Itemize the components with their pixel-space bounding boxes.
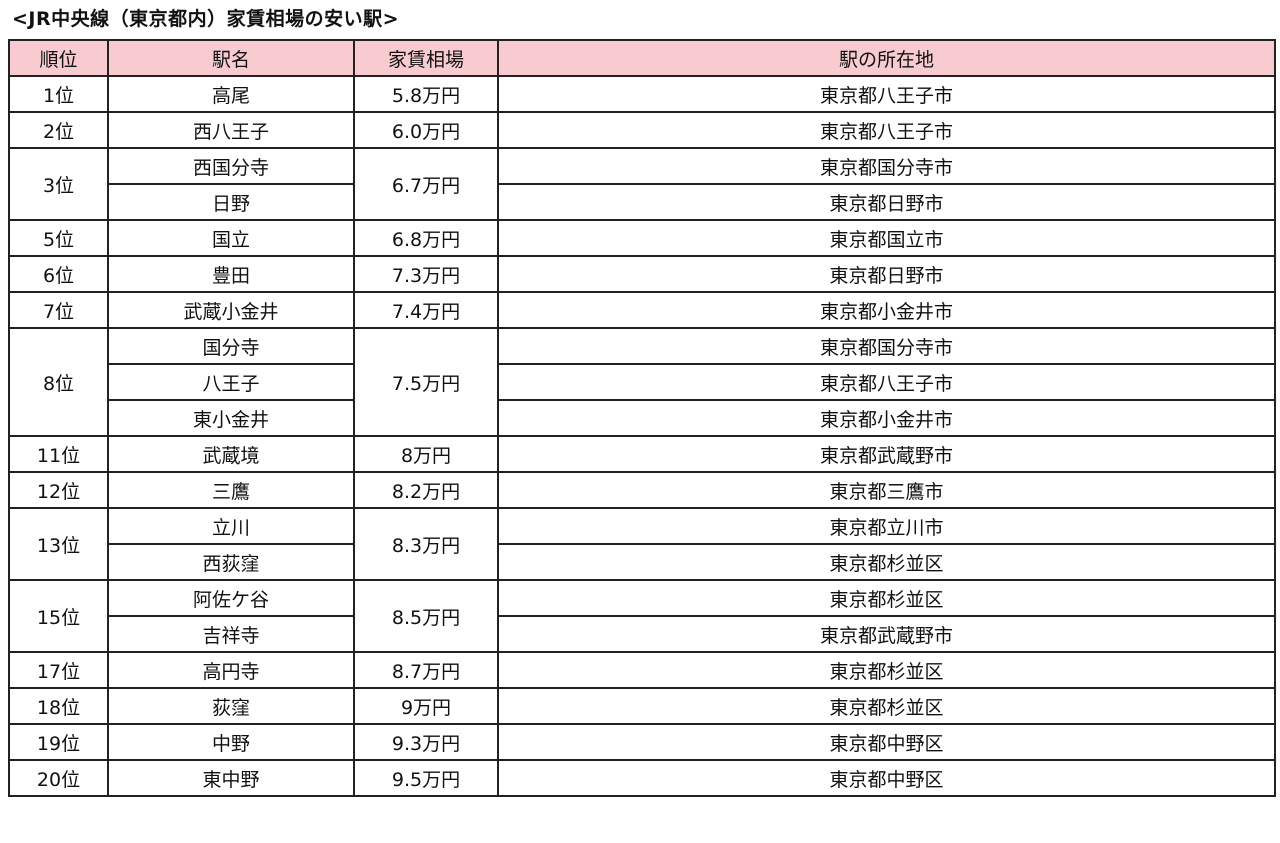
rank-cell: 7位 (8, 291, 109, 329)
rent-cell: 6.8万円 (353, 219, 499, 257)
rent-cell: 8.5万円 (353, 579, 499, 653)
table-row: 八王子 東京都八王子市 (9, 363, 1276, 401)
rank-cell: 2位 (8, 111, 109, 149)
rank-cell: 5位 (8, 219, 109, 257)
cheap-rent-stations-table: 順位 駅名 家賃相場 駅の所在地 1位 高尾 5.8万円 東京都八王子市 2位 西八王子 6… (8, 39, 1276, 797)
location-cell: 東京都日野市 (497, 255, 1276, 293)
station-name-cell: 西八王子 (107, 111, 355, 149)
table-row: 西荻窪 東京都杉並区 (9, 543, 1276, 581)
station-name-cell: 中野 (107, 723, 355, 761)
location-cell: 東京都中野区 (497, 759, 1276, 797)
location-cell: 東京都日野市 (497, 183, 1276, 221)
location-cell: 東京都武蔵野市 (497, 615, 1276, 653)
rent-cell: 8.2万円 (353, 471, 499, 509)
rent-cell: 5.8万円 (353, 75, 499, 113)
rent-cell: 7.4万円 (353, 291, 499, 329)
table-row: 日野 東京都日野市 (9, 183, 1276, 221)
rank-cell: 6位 (8, 255, 109, 293)
rank-cell: 1位 (8, 75, 109, 113)
table-row: 8位 国分寺 7.5万円 東京都国分寺市 (8, 327, 1276, 437)
rank-cell: 8位 (8, 327, 109, 437)
station-name-cell: 西国分寺 (107, 147, 355, 185)
table-row: 5位 国立 6.8万円 東京都国立市 (8, 219, 1276, 257)
location-cell: 東京都小金井市 (497, 399, 1276, 437)
station-name-cell: 高尾 (107, 75, 355, 113)
rank-cell: 3位 (8, 147, 109, 221)
table-row: 6位 豊田 7.3万円 東京都日野市 (8, 255, 1276, 293)
station-name-cell: 武蔵境 (107, 435, 355, 473)
location-cell: 東京都立川市 (497, 507, 1276, 545)
station-name-cell: 東小金井 (107, 399, 355, 437)
location-cell: 東京都国立市 (497, 219, 1276, 257)
rent-cell: 8万円 (353, 435, 499, 473)
rank-cell: 15位 (8, 579, 109, 653)
location-cell: 東京都中野区 (497, 723, 1276, 761)
table-row: 3位 西国分寺 6.7万円 東京都国分寺市 (8, 147, 1276, 221)
station-name-cell: 阿佐ケ谷 (107, 579, 355, 617)
table-row: 18位 荻窪 9万円 東京都杉並区 (8, 687, 1276, 725)
station-name-cell: 国分寺 (107, 327, 355, 365)
location-cell: 東京都杉並区 (497, 579, 1276, 617)
table-row: 17位 高円寺 8.7万円 東京都杉並区 (8, 651, 1276, 689)
rank-cell: 11位 (8, 435, 109, 473)
station-name-cell: 三鷹 (107, 471, 355, 509)
station-name-cell: 国立 (107, 219, 355, 257)
location-cell: 東京都国分寺市 (497, 327, 1276, 365)
location-cell: 東京都八王子市 (497, 363, 1276, 401)
rent-cell: 8.7万円 (353, 651, 499, 689)
table-row: 11位 武蔵境 8万円 東京都武蔵野市 (8, 435, 1276, 473)
table-row: 1位 高尾 5.8万円 東京都八王子市 (8, 75, 1276, 113)
rent-cell: 7.5万円 (353, 327, 499, 437)
location-cell: 東京都国分寺市 (497, 147, 1276, 185)
header-rank: 順位 (8, 39, 109, 77)
station-name-cell: 日野 (107, 183, 355, 221)
station-name-cell: 西荻窪 (107, 543, 355, 581)
table-row: 20位 東中野 9.5万円 東京都中野区 (8, 759, 1276, 797)
location-cell: 東京都杉並区 (497, 543, 1276, 581)
table-row: 2位 西八王子 6.0万円 東京都八王子市 (8, 111, 1276, 149)
header-station: 駅名 (107, 39, 355, 77)
table-row: 15位 阿佐ケ谷 8.5万円 東京都杉並区 (8, 579, 1276, 653)
rank-cell: 18位 (8, 687, 109, 725)
rent-cell: 7.3万円 (353, 255, 499, 293)
rank-cell: 20位 (8, 759, 109, 797)
station-name-cell: 八王子 (107, 363, 355, 401)
station-name-cell: 高円寺 (107, 651, 355, 689)
location-cell: 東京都八王子市 (497, 75, 1276, 113)
rent-cell: 8.3万円 (353, 507, 499, 581)
rank-cell: 17位 (8, 651, 109, 689)
table-row: 7位 武蔵小金井 7.4万円 東京都小金井市 (8, 291, 1276, 329)
header-location: 駅の所在地 (497, 39, 1276, 77)
rent-cell: 6.0万円 (353, 111, 499, 149)
location-cell: 東京都武蔵野市 (497, 435, 1276, 473)
rent-cell: 9万円 (353, 687, 499, 725)
station-name-cell: 荻窪 (107, 687, 355, 725)
station-name-cell: 豊田 (107, 255, 355, 293)
station-name-cell: 武蔵小金井 (107, 291, 355, 329)
rent-cell: 6.7万円 (353, 147, 499, 221)
header-rent: 家賃相場 (353, 39, 499, 77)
location-cell: 東京都小金井市 (497, 291, 1276, 329)
table-row: 13位 立川 8.3万円 東京都立川市 (8, 507, 1276, 581)
station-name-cell: 立川 (107, 507, 355, 545)
rank-cell: 19位 (8, 723, 109, 761)
station-name-cell: 吉祥寺 (107, 615, 355, 653)
table-title: <JR中央線（東京都内）家賃相場の安い駅> (12, 8, 400, 30)
header-row: 順位 駅名 家賃相場 駅の所在地 (8, 39, 1276, 77)
rent-cell: 9.5万円 (353, 759, 499, 797)
location-cell: 東京都杉並区 (497, 687, 1276, 725)
table-row: 19位 中野 9.3万円 東京都中野区 (8, 723, 1276, 761)
rank-cell: 13位 (8, 507, 109, 581)
table-row: 吉祥寺 東京都武蔵野市 (9, 615, 1276, 653)
rank-cell: 12位 (8, 471, 109, 509)
location-cell: 東京都三鷹市 (497, 471, 1276, 509)
table-row: 東小金井 東京都小金井市 (9, 399, 1276, 437)
table-row: 12位 三鷹 8.2万円 東京都三鷹市 (8, 471, 1276, 509)
rent-cell: 9.3万円 (353, 723, 499, 761)
station-name-cell: 東中野 (107, 759, 355, 797)
location-cell: 東京都八王子市 (497, 111, 1276, 149)
location-cell: 東京都杉並区 (497, 651, 1276, 689)
